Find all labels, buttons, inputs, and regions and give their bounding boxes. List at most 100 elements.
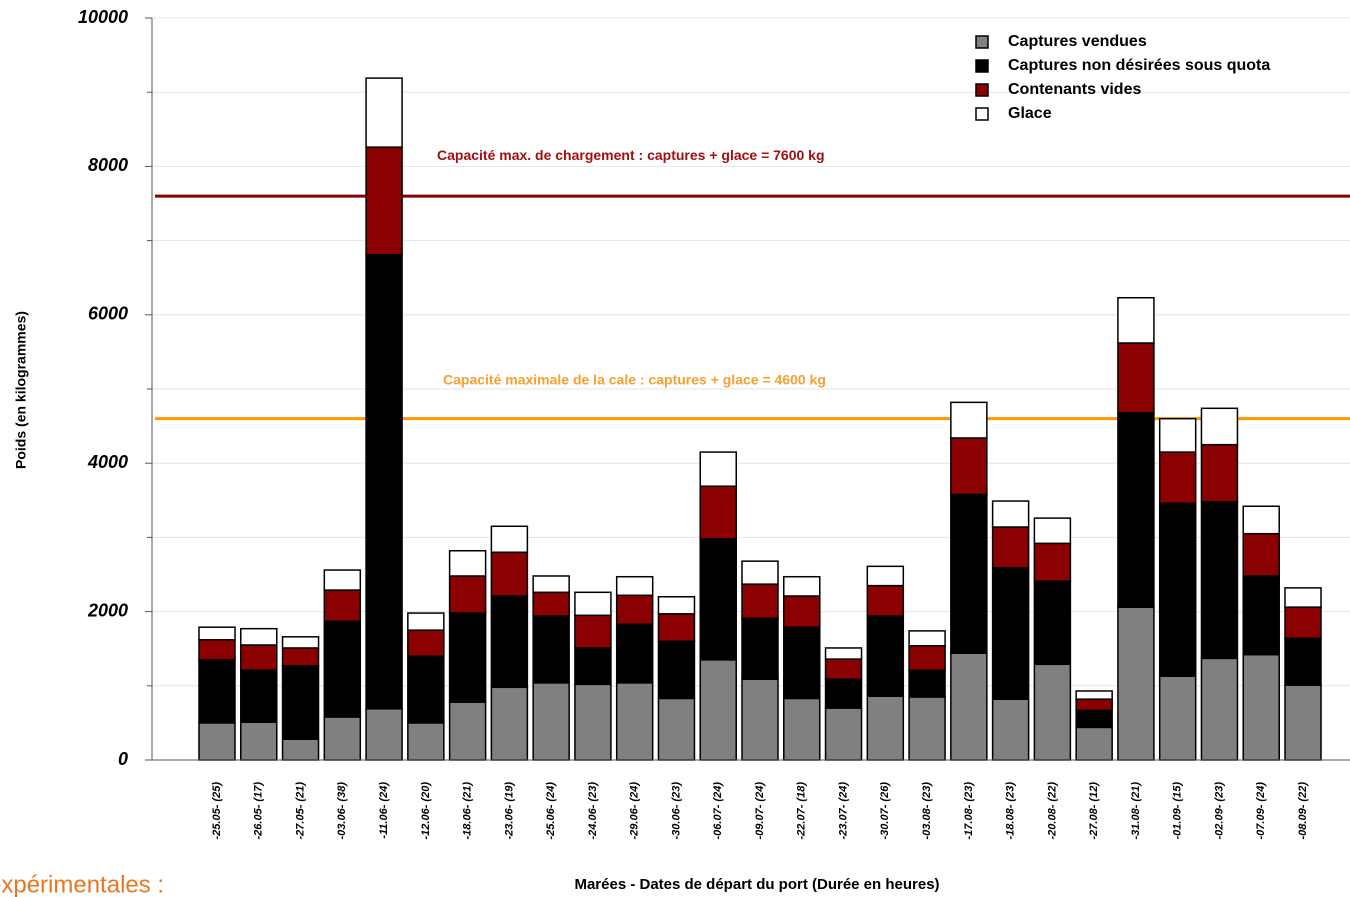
x-tick-label: -30.07- (26): [879, 782, 891, 840]
legend-label: Glace: [1008, 105, 1052, 122]
reference-label: Capacité maximale de la cale : captures …: [443, 371, 826, 387]
x-tick-label: -25.06- (24): [545, 782, 557, 840]
bar-segment: [783, 697, 821, 761]
bar-segment: [615, 594, 654, 625]
bar-segment: [574, 591, 612, 617]
bar-segment: [657, 697, 696, 761]
x-tick-label: -20.08- (22): [1046, 782, 1058, 840]
bar-segment: [908, 696, 946, 761]
x-tick-label: -29.06- (24): [629, 782, 641, 840]
legend-swatch: [975, 83, 989, 97]
bar-segment: [657, 596, 696, 615]
bar-segment: [240, 721, 278, 761]
bar-segment: [281, 647, 320, 667]
x-tick-label: -03.06- (38): [336, 782, 348, 840]
y-axis-title: Poids (en kilogrammes): [13, 311, 29, 469]
bar-segment: [824, 658, 863, 680]
bar-segment: [448, 612, 487, 703]
x-tick-label: -03.08- (23): [921, 782, 933, 840]
y-tick-label: 8000: [88, 155, 128, 175]
bar-segment: [908, 669, 946, 698]
bar-segment: [1242, 653, 1280, 761]
bar-segment: [950, 437, 988, 496]
bar-segment: [615, 682, 654, 761]
x-tick-label: -25.05- (25): [211, 782, 223, 840]
bar-segment: [991, 526, 1030, 569]
x-tick-label: -06.07- (24): [712, 782, 724, 840]
bar-segment: [991, 567, 1030, 700]
x-tick-label: -18.06- (21): [462, 782, 474, 840]
bar-segment: [532, 615, 570, 684]
bar-segment: [1158, 502, 1197, 677]
legend-swatch: [975, 107, 989, 121]
legend-swatch: [975, 35, 989, 49]
bar-segment: [198, 626, 236, 641]
bar-segment: [1033, 663, 1072, 761]
bar-segment: [1158, 417, 1197, 453]
bar-segment: [281, 665, 320, 740]
bar-segment: [532, 591, 570, 617]
bar-segment: [1158, 451, 1197, 505]
x-tick-label: -22.07- (18): [796, 782, 808, 840]
bar-segment: [1033, 517, 1072, 545]
bar-segment: [323, 620, 362, 718]
x-tick-label: -31.08- (21): [1130, 782, 1142, 840]
bar-segment: [1117, 411, 1155, 608]
legend-label: Contenants vides: [1008, 81, 1141, 98]
bar-segment: [908, 644, 946, 671]
bar-segment: [866, 695, 905, 761]
bar-segment: [991, 698, 1030, 761]
bar-segment: [198, 639, 236, 661]
x-tick-label: -11.06- (24): [378, 782, 390, 839]
bar-segment: [490, 595, 529, 689]
bar-segment: [741, 583, 779, 620]
bar-segment: [490, 551, 529, 597]
bar-segment: [699, 451, 737, 487]
x-tick-label: -01.09- (15): [1172, 782, 1184, 840]
bar-segment: [950, 652, 988, 761]
x-tick-label: -09.07- (24): [754, 782, 766, 840]
bar-segment: [1075, 698, 1113, 712]
x-tick-label: -07.09- (24): [1255, 782, 1267, 840]
bar-segment: [1200, 657, 1239, 761]
bar-segment: [824, 678, 863, 709]
bar-segment: [741, 617, 779, 680]
y-tick-label: 2000: [87, 600, 128, 620]
bar-segment: [574, 683, 612, 761]
bar-segment: [1284, 606, 1322, 640]
bar-segment: [950, 401, 988, 439]
bar-segment: [448, 575, 487, 614]
bar-segment: [1033, 542, 1072, 582]
x-tick-label: -12.06- (20): [420, 782, 432, 840]
bar-segment: [365, 146, 403, 256]
bar-segment: [1117, 296, 1155, 344]
y-tick-label: 4000: [87, 452, 128, 472]
bar-segment: [699, 659, 737, 761]
bar-segment: [1158, 675, 1197, 761]
bar-segment: [1242, 575, 1280, 656]
bar-segment: [824, 647, 863, 660]
bar-segment: [866, 584, 905, 617]
bar-segment: [1242, 532, 1280, 577]
annotation: expérimentales :: [0, 871, 164, 897]
y-tick-label: 6000: [88, 304, 128, 324]
bar-segment: [1200, 501, 1239, 660]
bar-segment: [407, 629, 445, 657]
x-tick-label: -18.08- (23): [1005, 782, 1017, 840]
bar-segment: [866, 615, 905, 697]
bar-segment: [532, 682, 570, 761]
bar-segment: [783, 575, 821, 597]
x-tick-label: -27.05- (21): [294, 782, 306, 840]
bar-segment: [448, 701, 487, 761]
bar-segment: [1075, 709, 1113, 729]
x-tick-label: -23.07- (24): [837, 782, 849, 840]
bar-segment: [1284, 637, 1322, 686]
bar-segment: [407, 612, 445, 631]
bar-segment: [281, 738, 320, 761]
bar-segment: [615, 623, 654, 684]
bar-segment: [323, 569, 362, 591]
bar-segment: [657, 640, 696, 700]
bar-segment: [1284, 684, 1322, 761]
x-tick-label: -26.05- (17): [253, 782, 265, 840]
bar-segment: [741, 560, 779, 585]
